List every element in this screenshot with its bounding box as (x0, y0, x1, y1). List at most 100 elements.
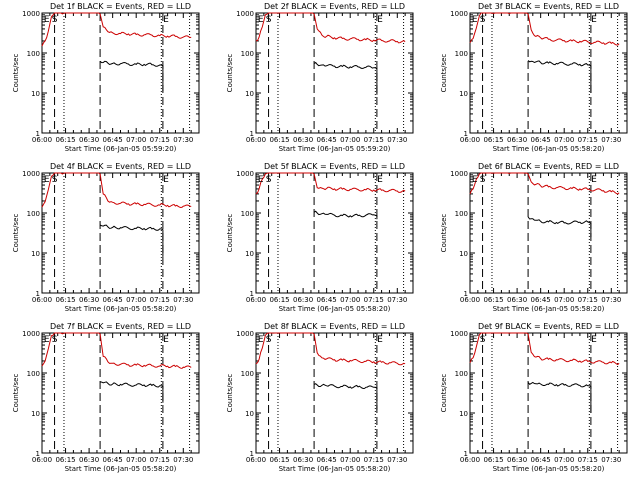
x-tick-label: 06:15 (269, 296, 289, 304)
event-marker-label: S (480, 175, 486, 185)
lld-series-line (255, 332, 406, 366)
event-marker-label: E (44, 335, 50, 345)
event-marker-label: E (472, 175, 478, 185)
x-tick-label: 07:30 (173, 456, 193, 464)
event-marker-label: S (480, 15, 486, 25)
y-axis-label: Counts/sec (226, 214, 234, 253)
x-tick-label: 06:00 (460, 136, 480, 144)
x-tick-label: 06:30 (507, 456, 527, 464)
x-tick-label: 07:15 (150, 456, 170, 464)
y-tick-label: 100 (241, 210, 254, 218)
x-tick-label: 07:00 (340, 136, 360, 144)
event-marker-label: E (258, 335, 264, 345)
x-tick-label: 07:30 (173, 136, 193, 144)
chart-title: Det 6f BLACK = Events, RED = LLD (478, 162, 619, 171)
x-tick-label: 07:00 (554, 136, 574, 144)
y-tick-label: 1 (464, 130, 468, 138)
x-tick-label: 06:00 (32, 296, 52, 304)
event-marker-label: E (163, 335, 169, 345)
chart-panel: Det 2f BLACK = Events, RED = LLD 1 10 100 10… (226, 2, 414, 153)
y-axis-label: Counts/sec (440, 374, 448, 413)
lld-series-line (469, 172, 620, 195)
x-axis-label: Start Time (06-Jan-05 05:58:20) (65, 465, 177, 473)
x-axis-label: Start Time (06-Jan-05 05:58:20) (493, 305, 605, 313)
x-tick-label: 06:45 (531, 296, 551, 304)
event-marker-label: S (52, 15, 58, 25)
x-axis-label: Start Time (06-Jan-05 05:58:20) (493, 145, 605, 153)
x-tick-label: 07:30 (387, 456, 407, 464)
x-axis-label: Start Time (06-Jan-05 05:59:20) (279, 145, 391, 153)
event-marker-label: E (472, 335, 478, 345)
x-tick-label: 06:15 (55, 456, 75, 464)
y-tick-label: 100 (455, 210, 468, 218)
lld-series-line (469, 12, 620, 46)
chart-panel: Det 6f BLACK = Events, RED = LLD 1 10 100 10… (440, 162, 628, 313)
x-axis-label: Start Time (06-Jan-05 05:58:20) (279, 305, 391, 313)
y-tick-label: 10 (31, 410, 40, 418)
x-tick-label: 07:30 (601, 136, 621, 144)
x-tick-label: 06:30 (293, 296, 313, 304)
x-tick-label: 06:00 (32, 456, 52, 464)
event-marker-label: S (266, 335, 272, 345)
x-tick-label: 07:00 (554, 296, 574, 304)
x-axis-label: Start Time (06-Jan-05 05:58:20) (65, 305, 177, 313)
events-series-line (527, 216, 592, 238)
y-tick-label: 10 (459, 250, 468, 258)
x-tick-label: 06:15 (483, 296, 503, 304)
y-tick-label: 1000 (22, 330, 40, 338)
y-tick-label: 10 (31, 90, 40, 98)
x-tick-label: 07:30 (387, 296, 407, 304)
events-series-line (313, 61, 378, 95)
chart-title: Det 8f BLACK = Events, RED = LLD (264, 322, 405, 331)
x-tick-label: 06:30 (507, 296, 527, 304)
events-series-line (99, 60, 164, 92)
x-tick-label: 06:00 (460, 296, 480, 304)
x-tick-label: 07:00 (340, 296, 360, 304)
x-tick-label: 07:00 (340, 456, 360, 464)
y-axis-label: Counts/sec (226, 374, 234, 413)
x-tick-label: 06:45 (317, 296, 337, 304)
event-marker-label: E (591, 335, 597, 345)
y-tick-label: 1 (464, 290, 468, 298)
lld-series-line (41, 172, 192, 209)
event-marker-label: S (480, 335, 486, 345)
x-tick-label: 07:00 (126, 296, 146, 304)
y-tick-label: 10 (459, 410, 468, 418)
y-tick-label: 1000 (450, 330, 468, 338)
y-tick-label: 1000 (236, 330, 254, 338)
x-tick-label: 07:15 (150, 296, 170, 304)
chart-panel: Det 5f BLACK = Events, RED = LLD 1 10 100 10… (226, 162, 414, 313)
x-tick-label: 06:00 (460, 456, 480, 464)
chart-panel: Det 9f BLACK = Events, RED = LLD 1 10 100 10… (440, 322, 628, 473)
event-marker-label: E (591, 175, 597, 185)
x-tick-label: 06:00 (246, 136, 266, 144)
x-tick-label: 06:45 (317, 456, 337, 464)
y-tick-label: 100 (27, 50, 40, 58)
x-tick-label: 06:45 (531, 456, 551, 464)
x-tick-label: 07:30 (387, 136, 407, 144)
lld-series-line (469, 332, 620, 366)
x-tick-label: 06:15 (269, 456, 289, 464)
x-tick-label: 07:30 (173, 296, 193, 304)
plot-frame (255, 332, 414, 454)
x-axis-label: Start Time (06-Jan-05 05:59:20) (65, 145, 177, 153)
event-marker-label: E (258, 15, 264, 25)
x-tick-label: 06:30 (293, 136, 313, 144)
event-marker-label: E (377, 175, 383, 185)
chart-title: Det 1f BLACK = Events, RED = LLD (50, 2, 191, 11)
chart-panel: Det 4f BLACK = Events, RED = LLD 1 10 100 10… (12, 162, 200, 313)
event-marker-label: E (163, 15, 169, 25)
y-tick-label: 100 (455, 370, 468, 378)
x-tick-label: 07:00 (126, 456, 146, 464)
event-marker-label: E (44, 175, 50, 185)
plot-frame (41, 172, 200, 294)
y-axis-label: Counts/sec (12, 374, 20, 413)
y-tick-label: 1000 (450, 170, 468, 178)
event-marker-label: E (591, 15, 597, 25)
x-tick-label: 06:30 (293, 456, 313, 464)
x-tick-label: 06:30 (79, 296, 99, 304)
plot-frame (41, 12, 200, 134)
x-tick-label: 06:45 (317, 136, 337, 144)
x-tick-label: 07:00 (554, 456, 574, 464)
